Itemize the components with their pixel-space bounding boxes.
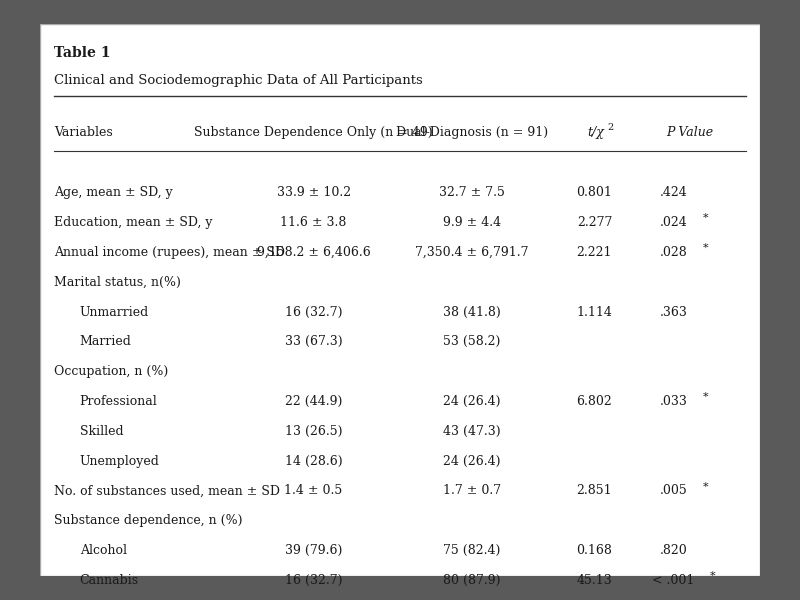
Text: 2: 2 (607, 124, 614, 133)
Text: 75 (82.4): 75 (82.4) (443, 544, 501, 557)
Text: 24 (26.4): 24 (26.4) (443, 395, 501, 408)
Text: *: * (702, 214, 708, 223)
Text: Age, mean ± SD, y: Age, mean ± SD, y (54, 186, 173, 199)
Text: 43 (47.3): 43 (47.3) (443, 425, 501, 438)
Text: 1.114: 1.114 (577, 305, 612, 319)
Text: *: * (702, 392, 708, 402)
Text: Dual-Diagnosis (n = 91): Dual-Diagnosis (n = 91) (396, 126, 548, 139)
Text: 32.7 ± 7.5: 32.7 ± 7.5 (439, 186, 505, 199)
Text: .033: .033 (660, 395, 687, 408)
Text: .424: .424 (660, 186, 687, 199)
Text: 2.851: 2.851 (577, 484, 612, 497)
Text: .005: .005 (660, 484, 687, 497)
Text: .820: .820 (660, 544, 687, 557)
Text: 9.9 ± 4.4: 9.9 ± 4.4 (443, 216, 501, 229)
Text: No. of substances used, mean ± SD: No. of substances used, mean ± SD (54, 484, 280, 497)
Text: 39 (79.6): 39 (79.6) (285, 544, 342, 557)
Text: 0.168: 0.168 (577, 544, 612, 557)
Text: Married: Married (80, 335, 131, 349)
Text: Professional: Professional (80, 395, 158, 408)
Text: Substance Dependence Only (n = 49): Substance Dependence Only (n = 49) (194, 126, 433, 139)
Text: Occupation, n (%): Occupation, n (%) (54, 365, 169, 378)
Text: 33 (67.3): 33 (67.3) (285, 335, 342, 349)
Text: Unmarried: Unmarried (80, 305, 149, 319)
FancyBboxPatch shape (40, 24, 760, 576)
Text: Variables: Variables (54, 126, 113, 139)
Text: .028: .028 (660, 246, 687, 259)
Text: Marital status, n(%): Marital status, n(%) (54, 276, 182, 289)
Text: 2.221: 2.221 (577, 246, 612, 259)
Text: 45.13: 45.13 (577, 574, 612, 587)
Text: 2.277: 2.277 (577, 216, 612, 229)
Text: 7,350.4 ± 6,791.7: 7,350.4 ± 6,791.7 (415, 246, 529, 259)
Text: P Value: P Value (666, 126, 714, 139)
Text: Skilled: Skilled (80, 425, 123, 438)
Text: *: * (710, 571, 715, 581)
Text: Unemployed: Unemployed (80, 455, 159, 467)
Text: 9,158.2 ± 6,406.6: 9,158.2 ± 6,406.6 (257, 246, 370, 259)
Text: 1.7 ± 0.7: 1.7 ± 0.7 (443, 484, 501, 497)
Text: .024: .024 (660, 216, 687, 229)
Text: .363: .363 (660, 305, 687, 319)
Text: 80 (87.9): 80 (87.9) (443, 574, 501, 587)
Text: *: * (702, 482, 708, 491)
Text: 24 (26.4): 24 (26.4) (443, 455, 501, 467)
Text: Alcohol: Alcohol (80, 544, 126, 557)
Text: Clinical and Sociodemographic Data of All Participants: Clinical and Sociodemographic Data of Al… (54, 74, 423, 86)
Text: 22 (44.9): 22 (44.9) (285, 395, 342, 408)
Text: 16 (32.7): 16 (32.7) (285, 574, 342, 587)
Text: 53 (58.2): 53 (58.2) (443, 335, 501, 349)
Text: 1.4 ± 0.5: 1.4 ± 0.5 (285, 484, 342, 497)
Text: 13 (26.5): 13 (26.5) (285, 425, 342, 438)
Text: 38 (41.8): 38 (41.8) (443, 305, 501, 319)
Text: *: * (702, 243, 708, 253)
Text: 14 (28.6): 14 (28.6) (285, 455, 342, 467)
Text: 0.801: 0.801 (577, 186, 612, 199)
Text: 6.802: 6.802 (577, 395, 612, 408)
Text: t/χ: t/χ (587, 126, 604, 139)
Text: 11.6 ± 3.8: 11.6 ± 3.8 (281, 216, 346, 229)
Text: Cannabis: Cannabis (80, 574, 138, 587)
Text: Annual income (rupees), mean ± SD: Annual income (rupees), mean ± SD (54, 246, 286, 259)
Text: 16 (32.7): 16 (32.7) (285, 305, 342, 319)
Text: Education, mean ± SD, y: Education, mean ± SD, y (54, 216, 213, 229)
Text: Table 1: Table 1 (54, 46, 111, 60)
Text: 33.9 ± 10.2: 33.9 ± 10.2 (277, 186, 350, 199)
Text: Substance dependence, n (%): Substance dependence, n (%) (54, 514, 243, 527)
Text: < .001: < .001 (653, 574, 694, 587)
